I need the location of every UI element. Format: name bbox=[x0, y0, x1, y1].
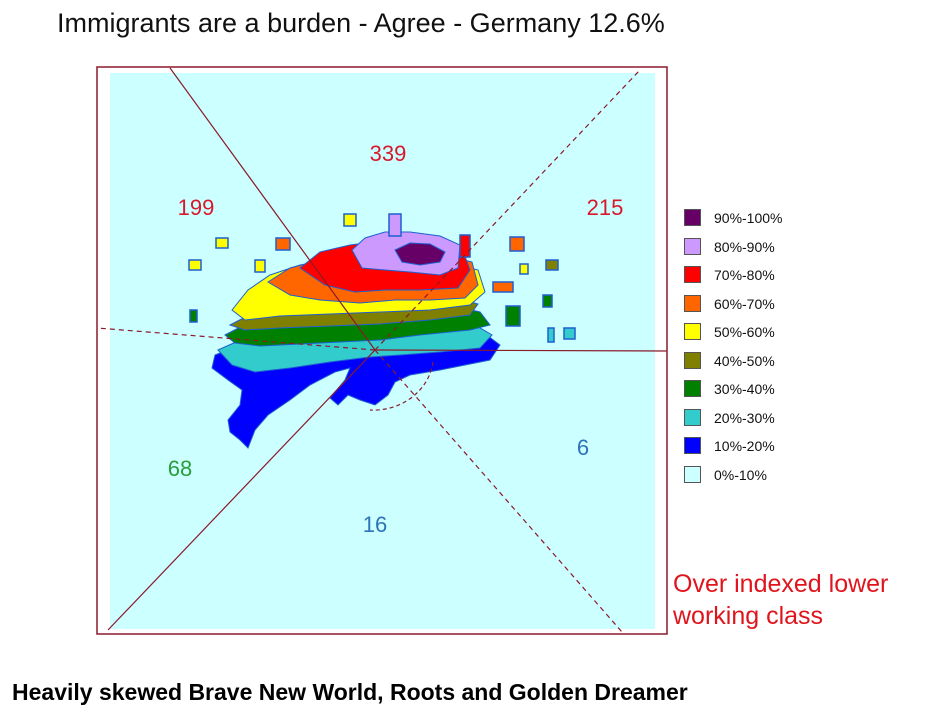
legend-swatch bbox=[684, 266, 701, 283]
heatmap-cell bbox=[343, 213, 357, 227]
heatmap-cell bbox=[547, 327, 555, 343]
legend-swatch bbox=[684, 237, 701, 255]
heatmap-cell bbox=[519, 263, 529, 275]
legend-label: 90%-100% bbox=[714, 210, 783, 226]
legend-label: 80%-90% bbox=[714, 238, 775, 255]
legend-label: 20%-30% bbox=[714, 409, 775, 426]
heatmap-cell bbox=[492, 281, 514, 293]
legend-swatch bbox=[684, 209, 701, 226]
inner-arc bbox=[369, 361, 434, 411]
legend-label: 0%-10% bbox=[714, 466, 767, 483]
heatmap-cell bbox=[188, 259, 202, 271]
segment-line bbox=[374, 349, 668, 352]
segment-count-6: 6 bbox=[577, 435, 589, 460]
legend-label: 60%-70% bbox=[714, 295, 775, 312]
footer-caption: Heavily skewed Brave New World, Roots an… bbox=[12, 679, 688, 705]
heatmap-cell bbox=[254, 259, 266, 273]
legend-label: 70%-80% bbox=[714, 267, 775, 283]
legend-swatch bbox=[684, 294, 701, 312]
legend-swatch bbox=[684, 408, 701, 426]
annotation-note: Over indexed lower working class bbox=[673, 570, 889, 630]
heatmap-cell bbox=[215, 237, 229, 249]
segment-line bbox=[374, 69, 641, 351]
segment-count-16: 16 bbox=[363, 512, 387, 537]
segment-line bbox=[96, 327, 376, 351]
heatmap-cell bbox=[505, 305, 521, 327]
segment-counts: 339 199 215 68 16 6 bbox=[168, 141, 624, 537]
legend-swatch bbox=[684, 323, 701, 340]
chart-title: Immigrants are a burden - Agree - German… bbox=[57, 8, 665, 38]
heatmap-cell bbox=[275, 237, 291, 251]
heatmap-cell bbox=[563, 327, 576, 340]
segment-count-68: 68 bbox=[168, 456, 192, 481]
legend-swatch bbox=[684, 465, 701, 483]
segment-line bbox=[169, 67, 376, 351]
heatmap-cell bbox=[388, 213, 402, 237]
heatmap-cell bbox=[509, 236, 525, 252]
segment-count-215: 215 bbox=[587, 195, 624, 220]
segment-line bbox=[107, 349, 376, 631]
legend-label: 30%-40% bbox=[714, 381, 775, 397]
segment-count-339: 339 bbox=[370, 141, 407, 166]
legend-swatch bbox=[684, 437, 701, 454]
segment-lines bbox=[96, 67, 668, 633]
heatmap-cell bbox=[189, 309, 198, 323]
heatmap-contours bbox=[188, 213, 576, 449]
legend-label: 50%-60% bbox=[714, 324, 775, 340]
legend-label: 10%-20% bbox=[714, 438, 775, 454]
legend-swatch bbox=[684, 351, 701, 369]
legend-label: 40%-50% bbox=[714, 352, 775, 369]
band-90-100 bbox=[394, 242, 446, 266]
legend-swatch bbox=[684, 380, 701, 397]
heatmap-cell bbox=[459, 234, 471, 258]
heatmap-cell bbox=[542, 294, 553, 308]
segment-count-199: 199 bbox=[178, 195, 215, 220]
heatmap-cell bbox=[545, 259, 559, 271]
